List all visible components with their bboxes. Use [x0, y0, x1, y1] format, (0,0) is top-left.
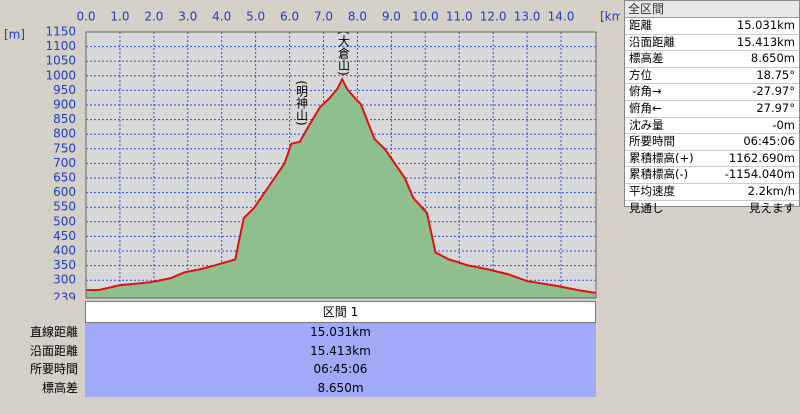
summary-row: 直線距離 15.031km [0, 323, 596, 341]
y-tick-label: 1000 [45, 68, 76, 82]
row-value: 06:45:06 [313, 362, 368, 376]
x-tick-label: 8.0 [348, 10, 367, 24]
y-tick-label: 650 [53, 170, 76, 184]
y-tick-label: 950 [53, 83, 76, 97]
y-tick-label: 900 [53, 97, 76, 111]
y-tick-label: 700 [53, 156, 76, 170]
summary-row: 標高差 8.650m [0, 379, 596, 397]
row-key: 見通し [629, 200, 664, 215]
y-tick-label: 1150 [45, 25, 76, 39]
row-key: 標高差 [629, 51, 664, 66]
y-unit: [m] [4, 28, 25, 42]
summary-row: 所要時間 06:45:06 [0, 360, 596, 378]
x-tick-label: 9.0 [382, 10, 401, 24]
panel-title: 全区間 [625, 1, 799, 18]
profile-line [85, 77, 597, 295]
y-tick-label: 450 [53, 229, 76, 243]
x-tick-label: 3.0 [178, 10, 197, 24]
row-key: 平均速度 [629, 183, 675, 198]
panel-row: 沈み量 -0m [625, 118, 799, 135]
row-value: 2.2km/h [747, 183, 795, 198]
x-tick-label: 13.0 [514, 10, 541, 24]
panel-row: 俯角← 27.97° [625, 101, 799, 118]
panel-row: 方位 18.75° [625, 68, 799, 85]
panel-row: 標高差 8.650m [625, 51, 799, 68]
y-tick-label: 300 [53, 273, 76, 287]
row-key: 累積標高(-) [629, 167, 689, 182]
row-value: -0m [772, 117, 795, 132]
y-tick-label: 850 [53, 112, 76, 126]
row-value: 15.031km [310, 325, 371, 339]
info-panel: 全区間 距離 15.031km 沿面距離 15.413km 標高差 8.650m 方位 18.… [624, 0, 800, 218]
x-tick-label: 2.0 [144, 10, 163, 24]
row-key: 直線距離 [29, 325, 78, 339]
x-tick-label: 0.0 [76, 10, 95, 24]
row-key: 俯角→ [629, 84, 662, 99]
row-key: 累積標高(+) [629, 150, 694, 165]
row-value: 15.413km [310, 343, 371, 358]
summary-bg [85, 323, 596, 397]
row-value: 18.75° [756, 67, 795, 82]
row-value: 見えます [749, 200, 795, 215]
row-key: 距離 [629, 18, 652, 32]
x-tick-label: 11.0 [446, 10, 473, 24]
x-tick-label: 5.0 [246, 10, 265, 24]
row-value: 15.031km [736, 18, 795, 32]
y-tick-label: 800 [53, 127, 76, 141]
x-tick-label: 10.0 [412, 10, 439, 24]
panel-row: 累積標高(-) -1154.040m [625, 167, 799, 184]
row-value: 8.650m [317, 380, 364, 395]
row-value: 15.413km [736, 34, 795, 49]
x-tick-label: 12.0 [480, 10, 507, 24]
section-header: 区間 1 [85, 301, 596, 323]
y-tick-label: 350 [53, 258, 76, 272]
row-key: 沿面距離 [29, 343, 78, 358]
row-key: 沈み量 [629, 117, 664, 132]
row-value: -27.97° [752, 84, 795, 99]
row-key: 俯角← [629, 100, 662, 115]
plot-border [85, 31, 597, 299]
row-key: 沿面距離 [629, 34, 675, 49]
annotation: (明神山) [295, 80, 309, 125]
panel-row: 累積標高(+) 1162.690m [625, 151, 799, 168]
x-tick-label: 14.0 [548, 10, 575, 24]
y-tick-label: 550 [53, 200, 76, 214]
y-tick-label: 600 [53, 185, 76, 199]
row-key: 所要時間 [29, 362, 78, 376]
row-key: 標高差 [41, 380, 78, 395]
row-value: -1154.040m [724, 167, 795, 182]
panel-row: 見通し 見えます [625, 201, 799, 218]
row-key: 所要時間 [629, 134, 675, 149]
panel-row: 平均速度 2.2km/h [625, 184, 799, 201]
x-tick-label: 6.0 [280, 10, 299, 24]
y-tick-label: 500 [53, 214, 76, 228]
row-value: 06:45:06 [743, 134, 795, 149]
row-value: 27.97° [756, 100, 795, 115]
y-tick-label: 1050 [45, 54, 76, 68]
y-tick-label: 750 [53, 141, 76, 155]
area-fill [86, 79, 596, 298]
row-value: 8.650m [750, 51, 795, 66]
summary-row: 沿面距離 15.413km [0, 342, 596, 360]
y-tick-label: 239 [53, 291, 76, 301]
x-unit: [km] [600, 10, 620, 24]
profile-chart: [m] [km] (明神山) (大倉山) 0.0 1.0 2.0 3.0 4.0 5.0 6… [4, 10, 620, 301]
x-tick-label: 1.0 [110, 10, 129, 24]
x-tick-label: 4.0 [212, 10, 231, 24]
panel-row: 俯角→ -27.97° [625, 84, 799, 101]
panel-row: 沿面距離 15.413km [625, 35, 799, 52]
panel-row: 所要時間 06:45:06 [625, 134, 799, 151]
row-value: 1162.690m [728, 150, 795, 165]
y-tick-label: 400 [53, 243, 76, 257]
x-tick-label: 7.0 [314, 10, 333, 24]
y-tick-label: 1100 [45, 39, 76, 53]
panel-row: 距離 15.031km [625, 18, 799, 35]
annotation: (大倉山) [337, 30, 351, 75]
row-key: 方位 [629, 67, 652, 82]
